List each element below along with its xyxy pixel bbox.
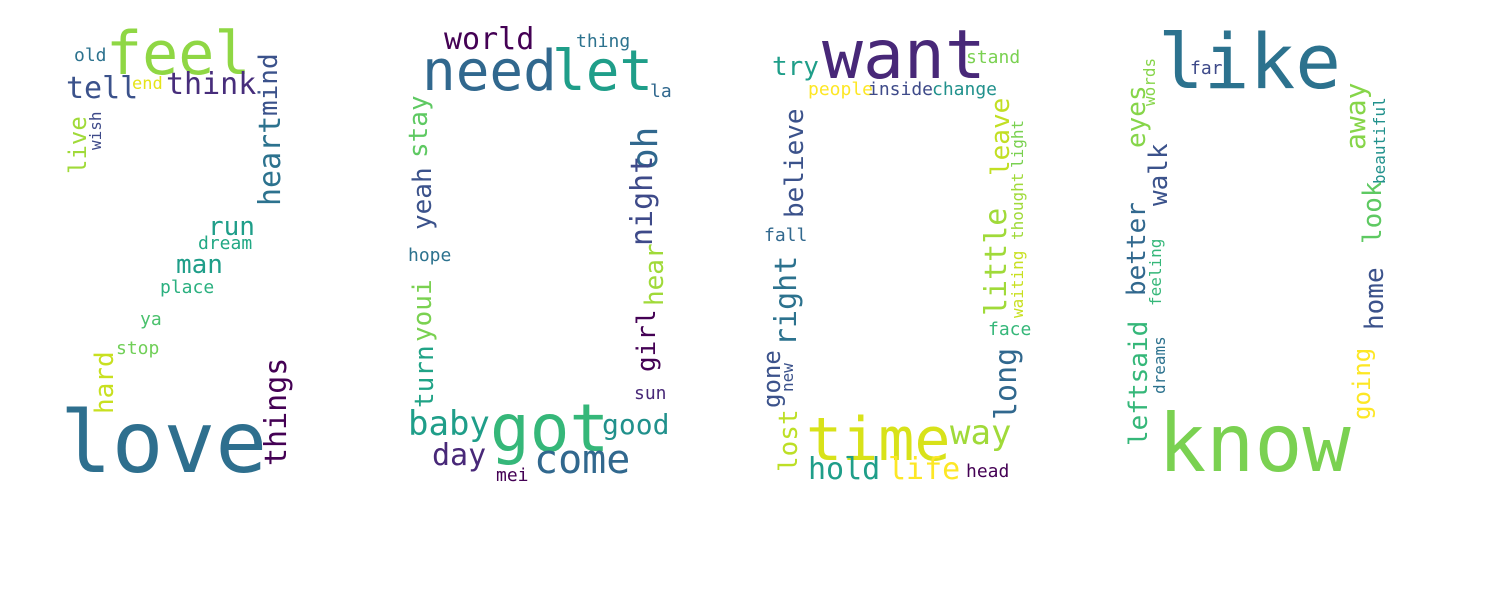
word-baby: baby bbox=[408, 404, 490, 444]
word-leftsaid: leftsaid bbox=[1124, 320, 1154, 446]
word-want: want bbox=[822, 16, 986, 95]
word-think: think bbox=[166, 67, 257, 102]
word-turn: turn bbox=[410, 345, 440, 408]
word-thing: thing bbox=[576, 31, 631, 52]
word-beautiful: beautiful bbox=[1370, 97, 1389, 184]
word-fall: fall bbox=[764, 225, 808, 246]
word-sun: sun bbox=[634, 383, 667, 404]
word-run: run bbox=[208, 212, 255, 242]
word-hope: hope bbox=[408, 245, 452, 266]
word-way: way bbox=[950, 413, 1012, 453]
word-live: live bbox=[64, 116, 92, 174]
word-feel: feel bbox=[106, 19, 251, 89]
word-stand: stand bbox=[966, 47, 1021, 68]
word-dream: dream bbox=[198, 233, 253, 254]
word-feeling: feeling bbox=[1146, 238, 1165, 306]
word-yeah: yeah bbox=[408, 167, 438, 230]
word-tell: tell bbox=[66, 71, 139, 106]
word-place: place bbox=[160, 277, 215, 298]
word-walk: walk bbox=[1144, 143, 1174, 206]
word-mind: mind bbox=[254, 53, 284, 116]
word-head: head bbox=[966, 461, 1010, 482]
word-light: light bbox=[1008, 119, 1027, 168]
word-things: things bbox=[259, 357, 294, 466]
word-la: la bbox=[650, 81, 672, 102]
word-right: right bbox=[769, 255, 804, 346]
word-believe: believe bbox=[780, 108, 810, 218]
word-life: life bbox=[888, 452, 961, 487]
word-look: look bbox=[1358, 181, 1388, 244]
word-stop: stop bbox=[116, 338, 160, 359]
word-inside: inside bbox=[868, 79, 934, 100]
word-girl: girl bbox=[632, 309, 662, 372]
word-eyes: eyes bbox=[1122, 85, 1152, 148]
word-dreams: dreams bbox=[1150, 336, 1169, 394]
word-long: long bbox=[989, 347, 1024, 420]
word-ya: ya bbox=[140, 309, 162, 330]
word-heart: heart bbox=[253, 115, 288, 206]
word-end: end bbox=[132, 74, 163, 94]
word-waiting: waiting bbox=[1008, 250, 1027, 318]
word-new: new bbox=[778, 363, 797, 392]
word-home: home bbox=[1360, 267, 1390, 330]
word-away: away bbox=[1339, 82, 1372, 150]
word-love: love bbox=[60, 393, 268, 493]
word-hard: hard bbox=[90, 351, 120, 414]
word-come: come bbox=[534, 437, 631, 483]
word-man: man bbox=[176, 250, 223, 280]
word-good: good bbox=[602, 408, 670, 441]
word-try: try bbox=[772, 52, 819, 82]
word-far: far bbox=[1190, 58, 1223, 79]
word-change: change bbox=[932, 79, 998, 100]
word-like: like bbox=[1158, 17, 1342, 106]
word-old: old bbox=[74, 45, 107, 66]
word-people: people bbox=[808, 79, 874, 100]
word-hear: hear bbox=[640, 243, 670, 306]
word-hold: hold bbox=[808, 452, 881, 487]
word-let: let bbox=[552, 39, 654, 104]
word-know: know bbox=[1158, 397, 1351, 490]
word-mei: mei bbox=[496, 465, 529, 486]
word-stay: stay bbox=[404, 95, 434, 158]
word-lost: lost bbox=[774, 409, 804, 472]
word-night: night bbox=[625, 155, 660, 246]
word-need: need bbox=[422, 39, 557, 104]
word-going: going bbox=[1348, 347, 1376, 420]
word-day: day bbox=[432, 438, 487, 473]
word-time: time bbox=[806, 405, 951, 475]
word-got: got bbox=[490, 390, 610, 467]
word-youi: youi bbox=[408, 279, 438, 342]
word-world: world bbox=[444, 22, 535, 57]
word-face: face bbox=[988, 319, 1032, 340]
